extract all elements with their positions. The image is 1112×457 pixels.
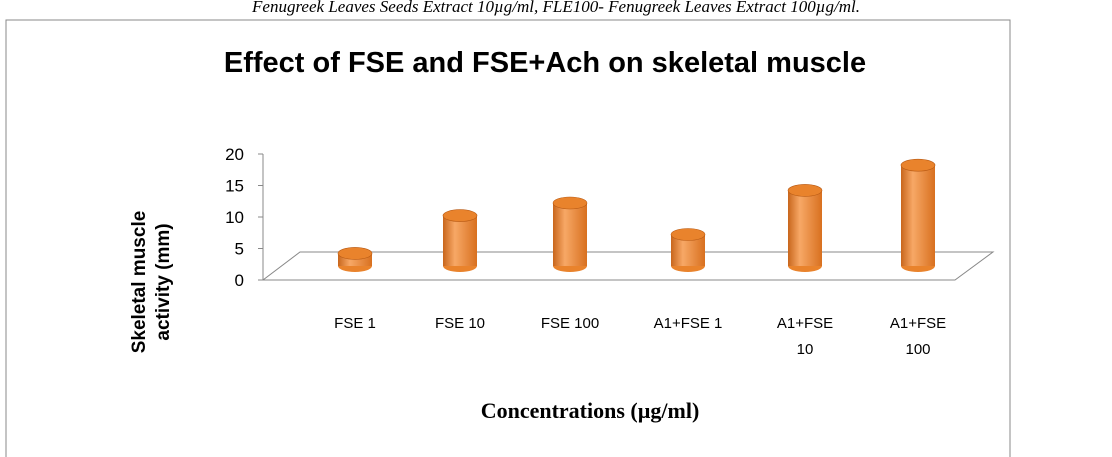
bar (787, 184, 823, 272)
x-tick-label: A1+FSE 100 (889, 315, 947, 358)
caption: Fenugreek Leaves Seeds Extract 10µg/ml, … (251, 0, 860, 16)
bar-body (901, 165, 935, 266)
chart-border (5, 19, 1011, 457)
bar (900, 158, 936, 272)
y-axis-title: Skeletal muscle activity (mm) (129, 210, 174, 354)
x-tick-label: FSE 10 (434, 315, 486, 332)
bar (337, 247, 373, 272)
x-tick-label: A1+FSE 10 (776, 315, 834, 358)
y-tick-label: 20 (225, 145, 244, 164)
bar-top (670, 228, 706, 241)
bar-top (787, 184, 823, 197)
x-axis-title: Concentrations (µg/ml) (481, 398, 700, 423)
floor (261, 251, 995, 281)
bar-body (443, 215, 477, 266)
y-tick-label: 0 (235, 271, 244, 290)
x-tick-label: FSE 100 (540, 315, 600, 332)
bar-body (553, 203, 587, 266)
y-tick-label: 15 (225, 177, 244, 196)
y-tick-label: 10 (225, 208, 244, 227)
y-tick-label: 5 (235, 240, 244, 259)
chart-title: Effect of FSE and FSE+Ach on skeletal mu… (224, 47, 866, 79)
x-tick-label: A1+FSE 1 (653, 315, 723, 332)
bar-top (337, 247, 373, 260)
bar-top (552, 196, 588, 210)
bar-top (442, 209, 478, 222)
bar (442, 209, 478, 272)
x-tick-label: FSE 1 (334, 315, 376, 332)
bar-body (788, 190, 822, 266)
bar (670, 228, 706, 272)
bar (552, 196, 588, 272)
bar-top (900, 158, 936, 172)
